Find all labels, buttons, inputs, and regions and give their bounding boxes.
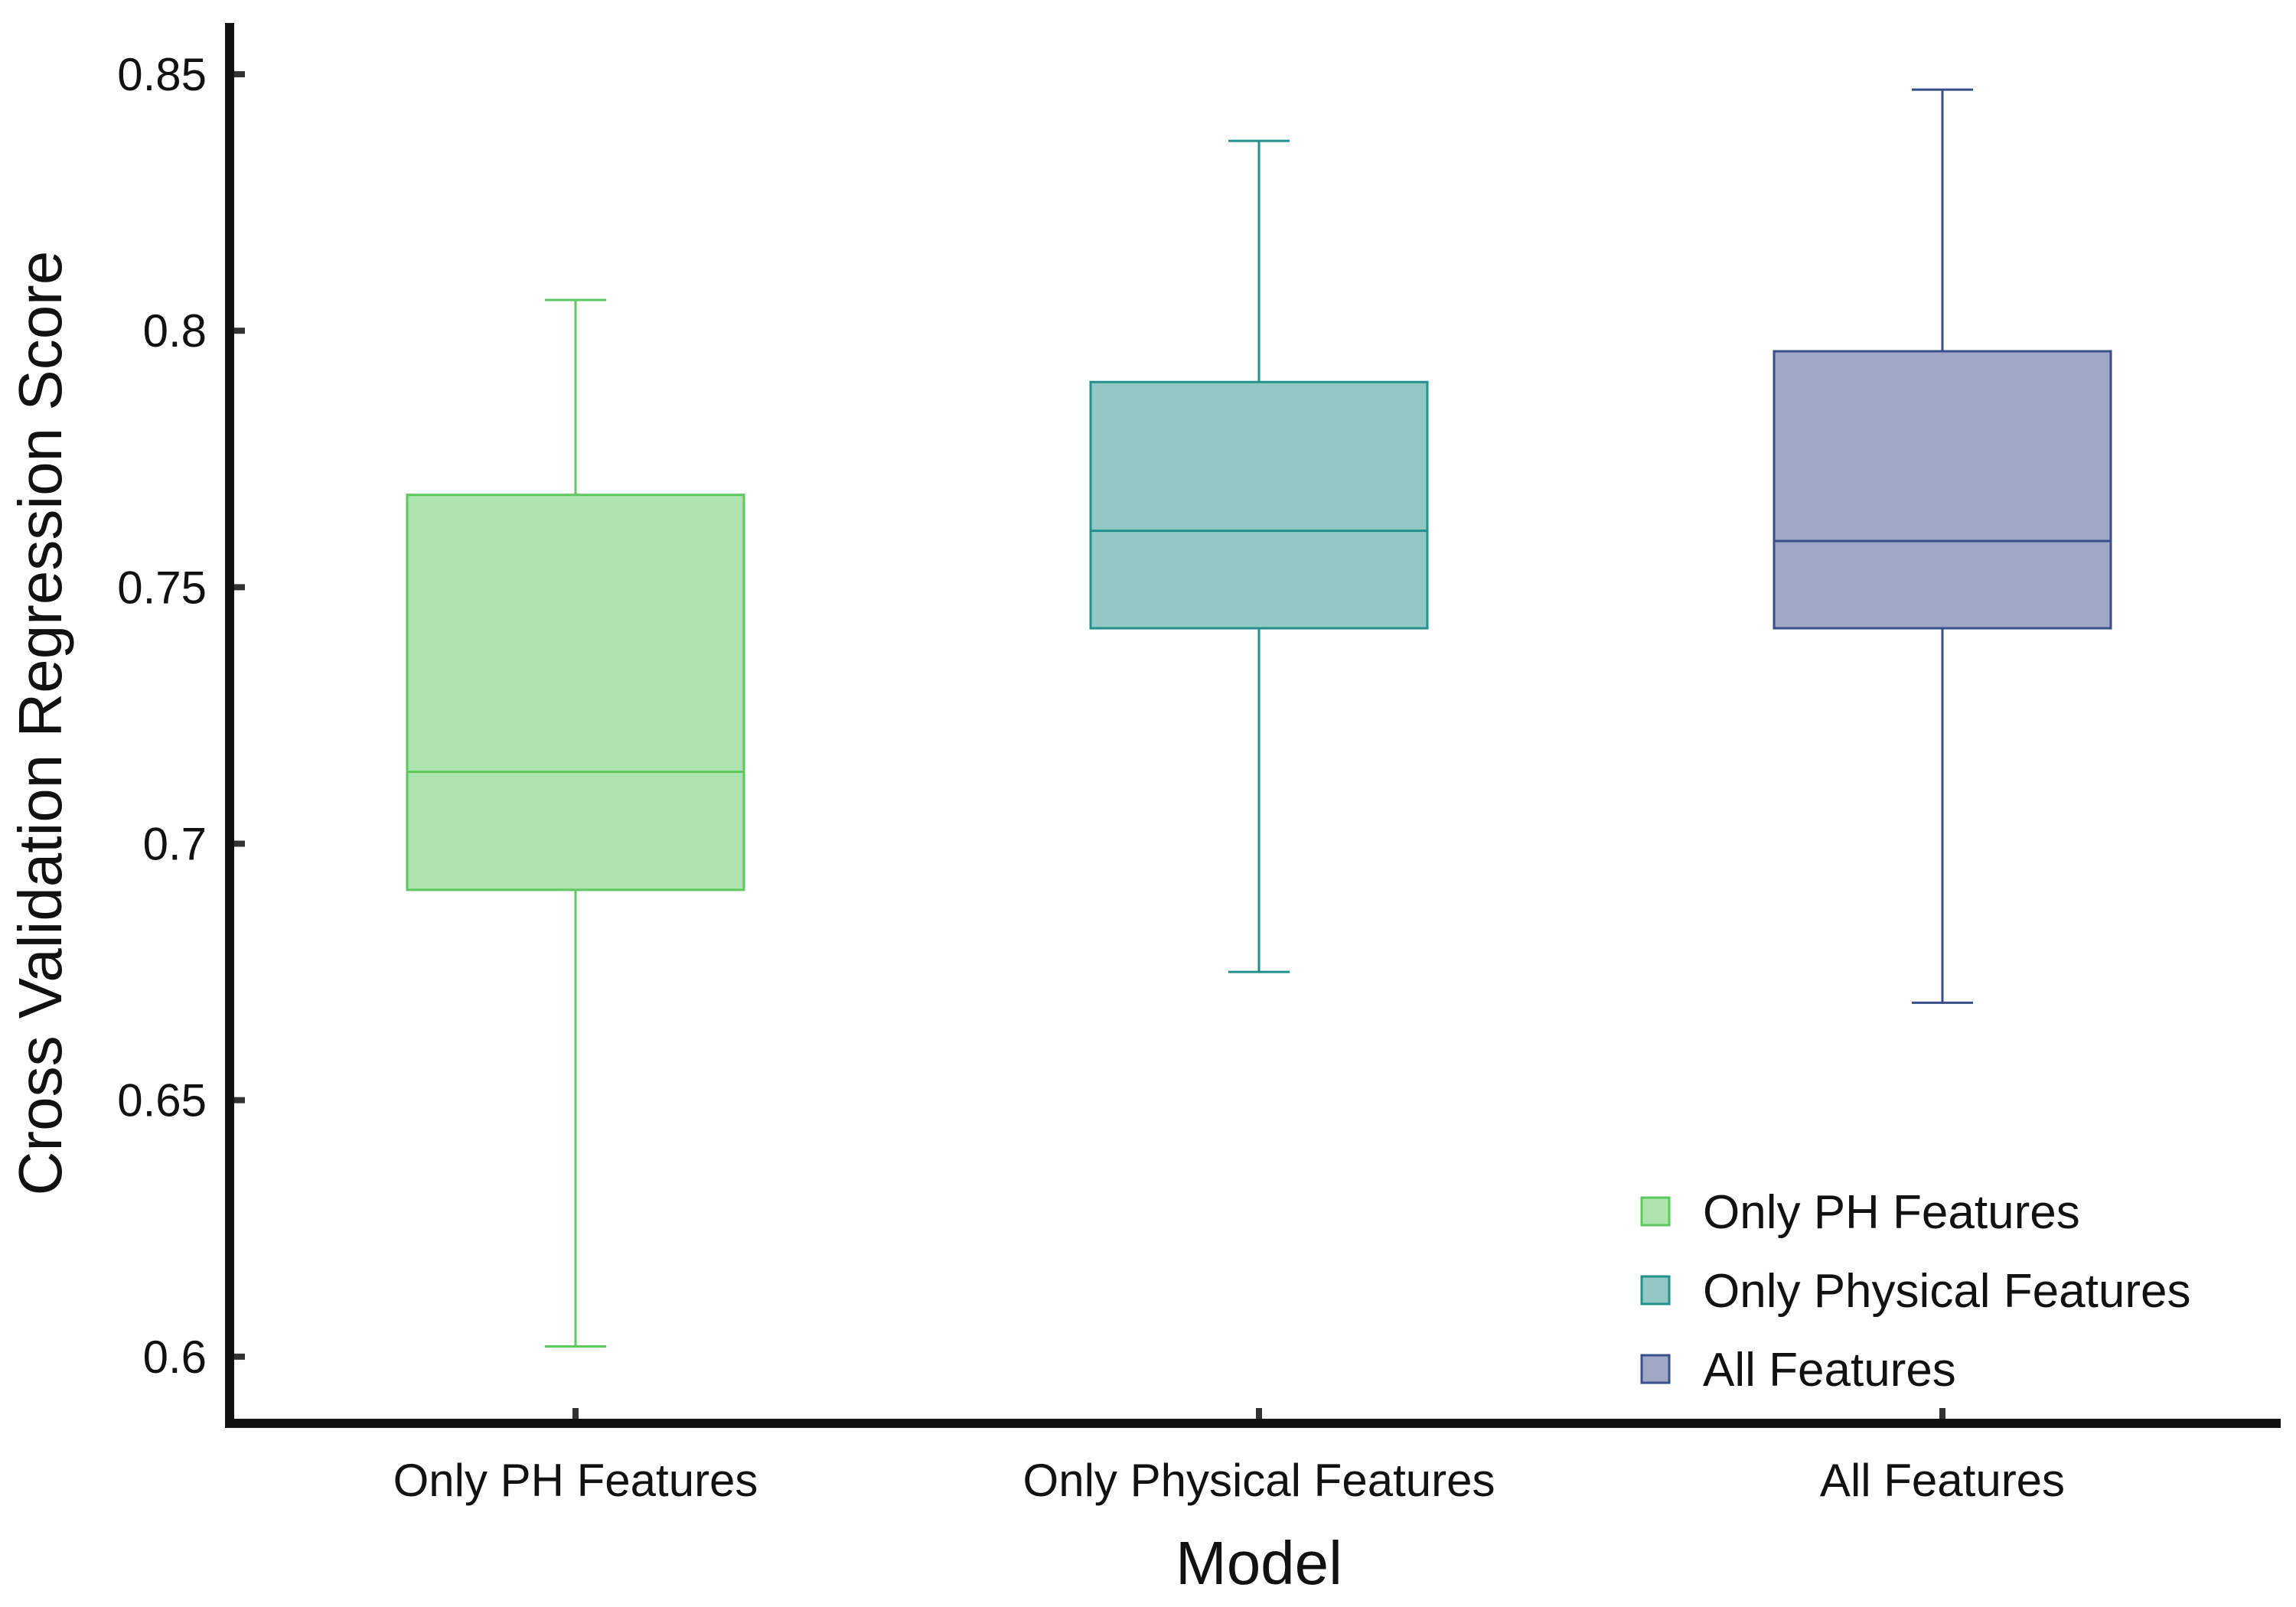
iqr-box-all-features (1773, 350, 2112, 630)
box-only-ph-features (406, 298, 745, 1348)
iqr-box-only-ph-features (406, 494, 745, 892)
legend-swatch (1640, 1275, 1671, 1305)
legend-swatch (1640, 1196, 1671, 1227)
y-axis-title: Cross Validation Regression Score (6, 251, 74, 1196)
x-tick-label: Only PH Features (393, 1455, 758, 1506)
legend-item: Only PH Features (1640, 1186, 2080, 1239)
legend: Only PH Features Only Physical Features Al… (1640, 1186, 2190, 1397)
legend-item: All Features (1640, 1344, 1956, 1397)
y-tick-label: 0.6 (143, 1332, 207, 1383)
legend-item: Only Physical Features (1640, 1265, 2190, 1318)
legend-label: Only PH Features (1703, 1186, 2080, 1239)
y-tick-label: 0.75 (117, 562, 207, 613)
y-tick-label: 0.85 (117, 49, 207, 100)
iqr-box-only-physical-features (1089, 380, 1429, 630)
y-tick-label: 0.8 (143, 305, 207, 357)
legend-label: Only Physical Features (1703, 1265, 2190, 1318)
plot-area (406, 88, 2112, 1348)
x-tick-label: All Features (1820, 1455, 2065, 1506)
x-tick-label: Only Physical Features (1023, 1455, 1495, 1506)
y-tick-label: 0.7 (143, 819, 207, 870)
axes (225, 23, 2281, 1428)
legend-label: All Features (1703, 1344, 1956, 1397)
box-only-physical-features (1089, 139, 1429, 973)
legend-swatch (1640, 1354, 1671, 1384)
x-axis-title: Model (1176, 1529, 1342, 1597)
ticks: 0.6 0.65 0.7 0.75 0.8 0.85 Only PH Features Onl… (117, 49, 2065, 1506)
y-tick-label: 0.65 (117, 1075, 207, 1126)
box-all-features (1773, 88, 2112, 1004)
